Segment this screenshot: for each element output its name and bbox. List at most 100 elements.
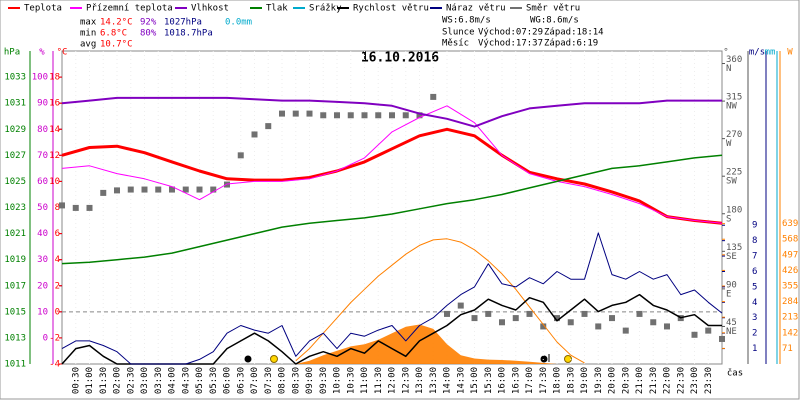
- direction-label: S: [726, 214, 731, 224]
- info-moon: Měsíc: [442, 39, 469, 49]
- x-tick-label: 05:30: [209, 367, 219, 394]
- direction-point: [581, 310, 588, 317]
- direction-point: [389, 112, 395, 119]
- axis-unit-label: °: [723, 48, 728, 58]
- direction-label: E: [726, 289, 731, 299]
- direction-point: [650, 319, 657, 326]
- y-tick-label: 213: [782, 313, 798, 323]
- x-tick-label: 12:30: [401, 367, 411, 394]
- x-tick-label: 01:00: [85, 367, 95, 394]
- moon-rise-icon: [540, 355, 548, 363]
- legend-label: Přízemní teplota: [86, 4, 173, 14]
- moon-set-icon: [244, 355, 252, 363]
- info-sun-rise: Východ:07:29: [478, 28, 543, 38]
- legend-label: Teplota: [24, 4, 62, 14]
- direction-point: [512, 315, 519, 322]
- x-tick-label: 06:30: [236, 367, 246, 394]
- y-tick-label: 60: [37, 177, 48, 187]
- y-tick-label: 7: [752, 252, 757, 262]
- direction-point: [155, 186, 162, 193]
- x-tick-label: 05:00: [195, 367, 205, 394]
- stat-text: min: [80, 29, 96, 39]
- x-tick-label: 06:00: [223, 367, 233, 394]
- x-tick-label: 20:30: [621, 367, 631, 394]
- y-tick-label: 12: [49, 151, 60, 161]
- legend-label: Směr větru: [526, 4, 580, 14]
- series-line: [61, 154, 723, 265]
- y-tick-label: 360: [726, 55, 742, 65]
- direction-point: [375, 112, 382, 119]
- series-line: [61, 105, 723, 224]
- x-tick-label: 07:00: [250, 367, 260, 394]
- y-tick-label: -2: [49, 333, 60, 343]
- legend-label: Tlak: [266, 4, 288, 14]
- info-moon-set: Západ:6:19: [544, 39, 598, 49]
- y-tick-label: 1019: [4, 255, 26, 265]
- x-tick-label: 19:00: [580, 367, 590, 394]
- series-line: [61, 232, 723, 365]
- y-tick-label: 70: [37, 151, 48, 161]
- y-tick-label: 6: [55, 229, 60, 239]
- series-line: [61, 96, 722, 128]
- y-tick-label: 0: [43, 333, 48, 343]
- x-tick-label: 20:00: [608, 367, 618, 394]
- y-tick-label: 100: [32, 73, 48, 83]
- direction-point: [540, 323, 547, 330]
- series-line: [295, 238, 585, 364]
- y-tick-label: 6: [752, 267, 757, 277]
- y-tick-label: 1027: [4, 151, 26, 161]
- y-tick-label: -4: [49, 360, 60, 370]
- direction-point: [265, 123, 272, 130]
- x-tick-label: 13:30: [429, 367, 439, 394]
- y-tick-label: 180: [726, 205, 742, 215]
- x-tick-label: 08:30: [291, 367, 301, 394]
- direction-point: [444, 310, 450, 317]
- x-tick-label: 02:30: [126, 367, 136, 394]
- direction-point: [457, 302, 464, 309]
- sunset-icon: [564, 355, 572, 363]
- x-tick-label: 22:30: [676, 367, 686, 394]
- info-sun-set: Západ:18:14: [544, 28, 604, 38]
- direction-point: [306, 110, 313, 117]
- x-tick-label: 16:30: [511, 367, 521, 394]
- direction-point: [499, 319, 505, 326]
- y-tick-label: 10: [37, 307, 48, 317]
- x-tick-label: 07:30: [264, 367, 274, 394]
- y-tick-label: 135: [726, 243, 742, 253]
- direction-point: [705, 327, 712, 334]
- y-tick-label: 1015: [4, 307, 26, 317]
- y-tick-label: 3: [752, 313, 757, 323]
- x-tick-label: 10:30: [346, 367, 356, 394]
- y-tick-label: 225: [726, 168, 742, 178]
- y-tick-label: 426: [782, 266, 798, 276]
- y-tick-label: 8: [752, 236, 757, 246]
- stat-text: 10.7°C: [100, 40, 133, 50]
- direction-point: [334, 112, 340, 119]
- x-tick-label: 09:30: [319, 367, 329, 394]
- direction-point: [100, 189, 107, 196]
- y-tick-label: 639: [782, 219, 798, 229]
- y-tick-label: 270: [726, 130, 742, 140]
- y-tick-label: 50: [37, 203, 48, 213]
- axis-unit-label: hPa: [4, 48, 20, 58]
- x-tick-label: 15:00: [470, 367, 480, 394]
- x-tick-label: 13:00: [415, 367, 425, 394]
- direction-point: [127, 186, 134, 193]
- y-tick-label: 1029: [4, 125, 26, 135]
- x-tick-label: 21:30: [649, 367, 659, 394]
- stat-text: 1018.7hPa: [164, 29, 213, 39]
- y-tick-label: 1013: [4, 333, 26, 343]
- x-tick-label: 10:00: [333, 367, 343, 394]
- direction-point: [237, 152, 244, 159]
- y-tick-label: 0: [55, 307, 60, 317]
- direction-point: [595, 323, 602, 330]
- y-tick-label: 1021: [4, 229, 26, 239]
- direction-point: [636, 310, 643, 317]
- y-tick-label: 568: [782, 235, 798, 245]
- stat-text: 1027hPa: [164, 18, 202, 28]
- x-tick-label: 14:30: [456, 367, 466, 394]
- x-axis-label: čas: [727, 368, 743, 379]
- x-tick-label: 01:30: [99, 367, 109, 394]
- x-tick-label: 09:00: [305, 367, 315, 394]
